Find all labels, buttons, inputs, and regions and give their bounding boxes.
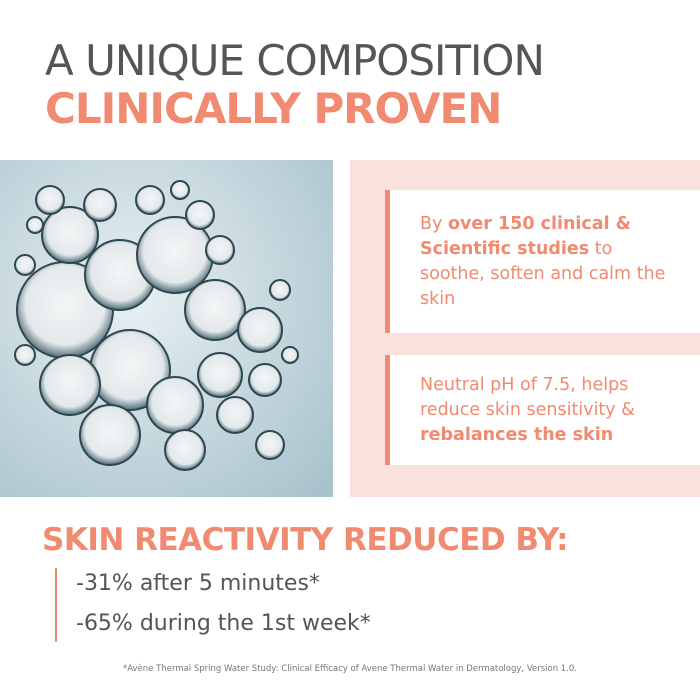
bubbles-image (0, 160, 333, 497)
info-card: Neutral pH of 7.5, helps reduce skin sen… (385, 355, 700, 465)
text: By (420, 213, 448, 234)
subtitle: CLINICALLY PROVEN (45, 84, 502, 133)
info-card: By over 150 clinical & Scientific studie… (385, 190, 700, 333)
title: A UNIQUE COMPOSITION (45, 36, 545, 85)
text: to soothe, soften and calm the skin (420, 238, 666, 309)
results-heading: SKIN REACTIVITY REDUCED BY: (42, 522, 569, 558)
result-item: -31% after 5 minutes* (76, 571, 320, 596)
strong-text: over 150 clinical & Scientific studies (420, 213, 631, 259)
text: Neutral pH of 7.5, helps reduce skin sen… (420, 374, 635, 420)
footnote: *Avène Thermal Spring Water Study: Clini… (122, 664, 577, 674)
strong-text: rebalances the skin (420, 424, 614, 445)
result-item: -65% during the 1st week* (76, 611, 371, 636)
divider (55, 568, 57, 642)
